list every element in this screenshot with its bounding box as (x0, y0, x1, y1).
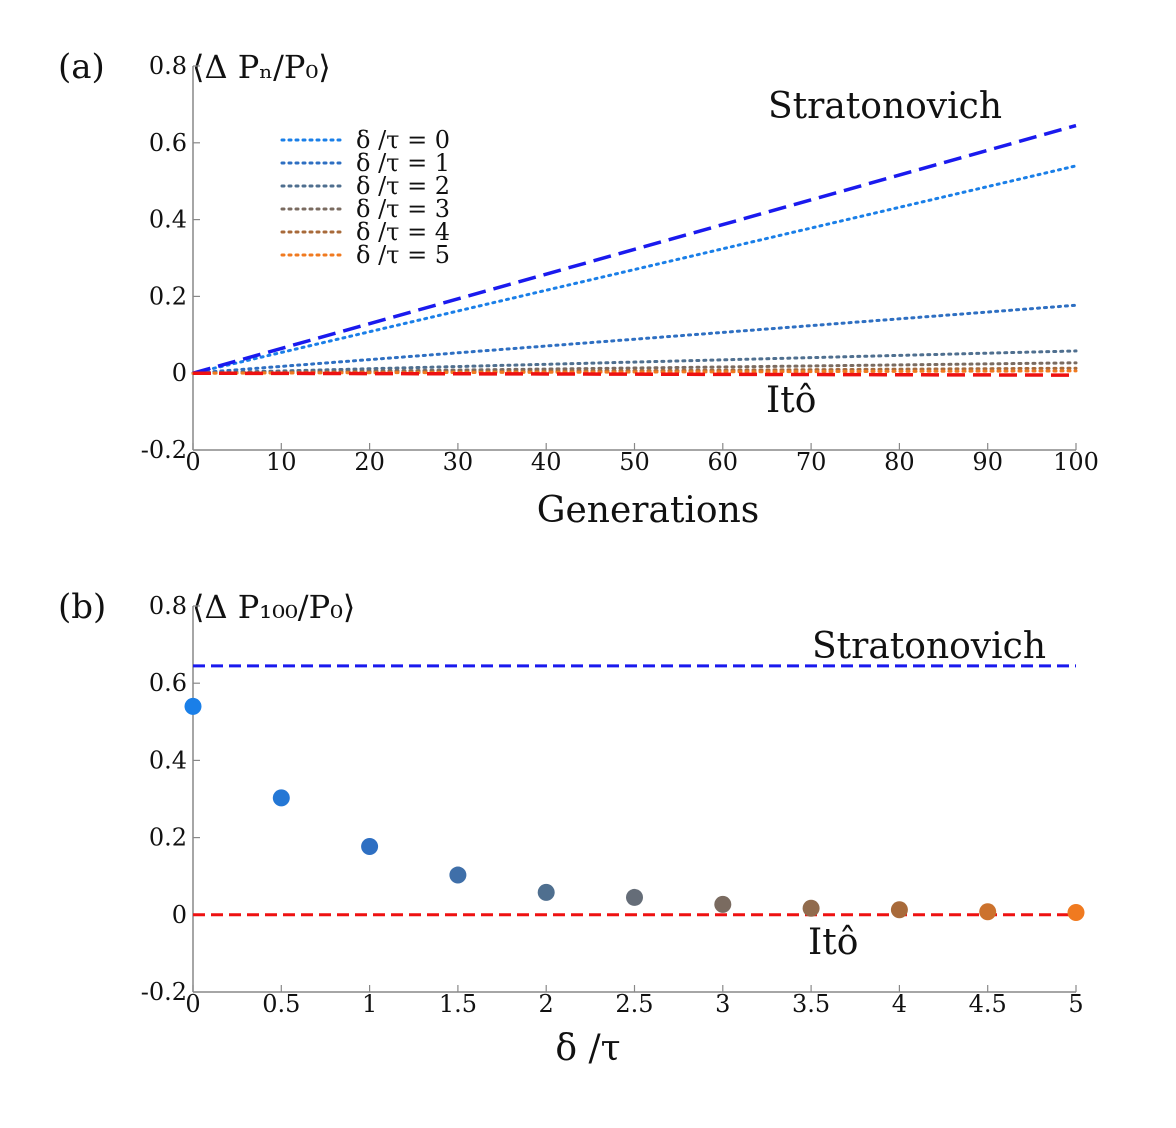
panel-b-x-tick-label: 0 (185, 990, 200, 1018)
panel-b-x-tick-label: 3 (715, 990, 730, 1018)
panel-b-point (1067, 903, 1085, 921)
panel-b-point (272, 789, 290, 807)
panel-b-y-tick-label: 0.4 (149, 746, 187, 774)
panel-b-label: (b) (58, 587, 106, 627)
panel-a-y-tick-label: 0.8 (149, 52, 187, 80)
panel-b-x-tick-label: 2 (539, 990, 554, 1018)
panel-a-legend: δ /τ = 0δ /τ = 1δ /τ = 2δ /τ = 3δ /τ = 4… (280, 126, 450, 269)
panel-a-label: (a) (58, 47, 105, 87)
panel-a-y-tick-label: 0 (172, 359, 187, 387)
panel-b-x-tick-label: 1 (362, 990, 377, 1018)
panel-b-y-tick-label: 0.6 (149, 669, 187, 697)
panel-b-point (449, 866, 467, 884)
panel-a-legend-label-2: δ /τ = 2 (356, 172, 450, 200)
panel-b-point (979, 903, 997, 921)
panel-a-ito-label: Itô (766, 380, 816, 421)
panel-b-lines (193, 664, 1076, 917)
panel-b-y-tick-label: 0.2 (149, 824, 187, 852)
panel-a-y-tick-label: 0.6 (149, 129, 187, 157)
panel-a-x-tick-label: 50 (619, 448, 650, 476)
panel-b-point (802, 899, 820, 917)
panel-a-x-tick-label: 100 (1053, 448, 1099, 476)
panel-a-legend-label-4: δ /τ = 4 (356, 218, 450, 246)
panel-b-y-tick-label: 0.8 (149, 592, 187, 620)
panel-a-series-line-0 (191, 164, 1078, 375)
panel-a-ticks: 0 10 20 30 40 50 60 70 80 90 100-0.200.20.40.60.8 (141, 52, 1099, 476)
panel-b: (b) ⟨Δ P₁₀₀/P₀⟩ δ /τ 0 0.5 1 1.5 2 2.5 3 3.5 4 4.… (58, 587, 1085, 1069)
panel-b-x-tick-label: 4 (892, 990, 907, 1018)
panel-a-x-tick-label: 10 (266, 448, 297, 476)
panel-a-x-tick-label: 90 (972, 448, 1003, 476)
panel-a-stratonovich-label: Stratonovich (768, 86, 1002, 127)
panel-a-xlabel: Generations (537, 490, 760, 531)
panel-a-x-tick-label: 80 (884, 448, 915, 476)
panel-a-lines (191, 123, 1078, 377)
panel-a-x-tick-label: 40 (531, 448, 562, 476)
panel-a-x-tick-label: 70 (796, 448, 827, 476)
panel-b-x-tick-label: 1.5 (439, 990, 477, 1018)
panel-b-point (890, 901, 908, 919)
panel-b-x-tick-label: 0.5 (262, 990, 300, 1018)
panel-b-stratonovich-label: Stratonovich (812, 626, 1046, 667)
panel-a-legend-label-0: δ /τ = 0 (356, 126, 450, 154)
panel-b-ito-label: Itô (808, 922, 858, 963)
panel-a-x-tick-label: 60 (708, 448, 739, 476)
panel-a-y-tick-label: 0.2 (149, 282, 187, 310)
panel-b-point (361, 837, 379, 855)
panel-b-ylabel: ⟨Δ P₁₀₀/P₀⟩ (192, 588, 355, 626)
panel-a-legend-label-3: δ /τ = 3 (356, 195, 450, 223)
panel-a-y-tick-label: -0.2 (141, 436, 187, 464)
panel-a-ylabel: ⟨Δ Pₙ/P₀⟩ (192, 48, 331, 86)
panel-a-x-tick-label: 30 (443, 448, 474, 476)
panel-a-x-tick-label: 0 (185, 448, 200, 476)
panel-b-y-tick-label: -0.2 (141, 978, 187, 1006)
panel-a-x-tick-label: 20 (354, 448, 385, 476)
panel-b-point (714, 895, 732, 913)
panel-a-y-tick-label: 0.4 (149, 206, 187, 234)
panel-b-xlabel: δ /τ (555, 1028, 620, 1069)
panel-b-x-tick-label: 5 (1068, 990, 1083, 1018)
panel-b-y-tick-label: 0 (172, 901, 187, 929)
panel-b-point (537, 883, 555, 901)
panel-a-legend-label-1: δ /τ = 1 (356, 149, 450, 177)
panel-a-series-line-2 (191, 349, 1078, 375)
panel-a: (a) ⟨Δ Pₙ/P₀⟩ Generations 0 10 20 30 40 50 60 7… (58, 47, 1099, 531)
panel-b-points (184, 697, 1085, 921)
panel-b-x-tick-label: 4.5 (969, 990, 1007, 1018)
panel-a-series-line-1 (191, 303, 1078, 375)
panel-a-legend-label-5: δ /τ = 5 (356, 241, 450, 269)
panel-b-point (626, 888, 643, 906)
panel-b-point (184, 697, 202, 715)
panel-a-ito-line (192, 371, 1077, 377)
panel-a-stratonovich-line (192, 123, 1077, 375)
panel-b-x-tick-label: 3.5 (792, 990, 830, 1018)
panel-b-x-tick-label: 2.5 (615, 990, 653, 1018)
